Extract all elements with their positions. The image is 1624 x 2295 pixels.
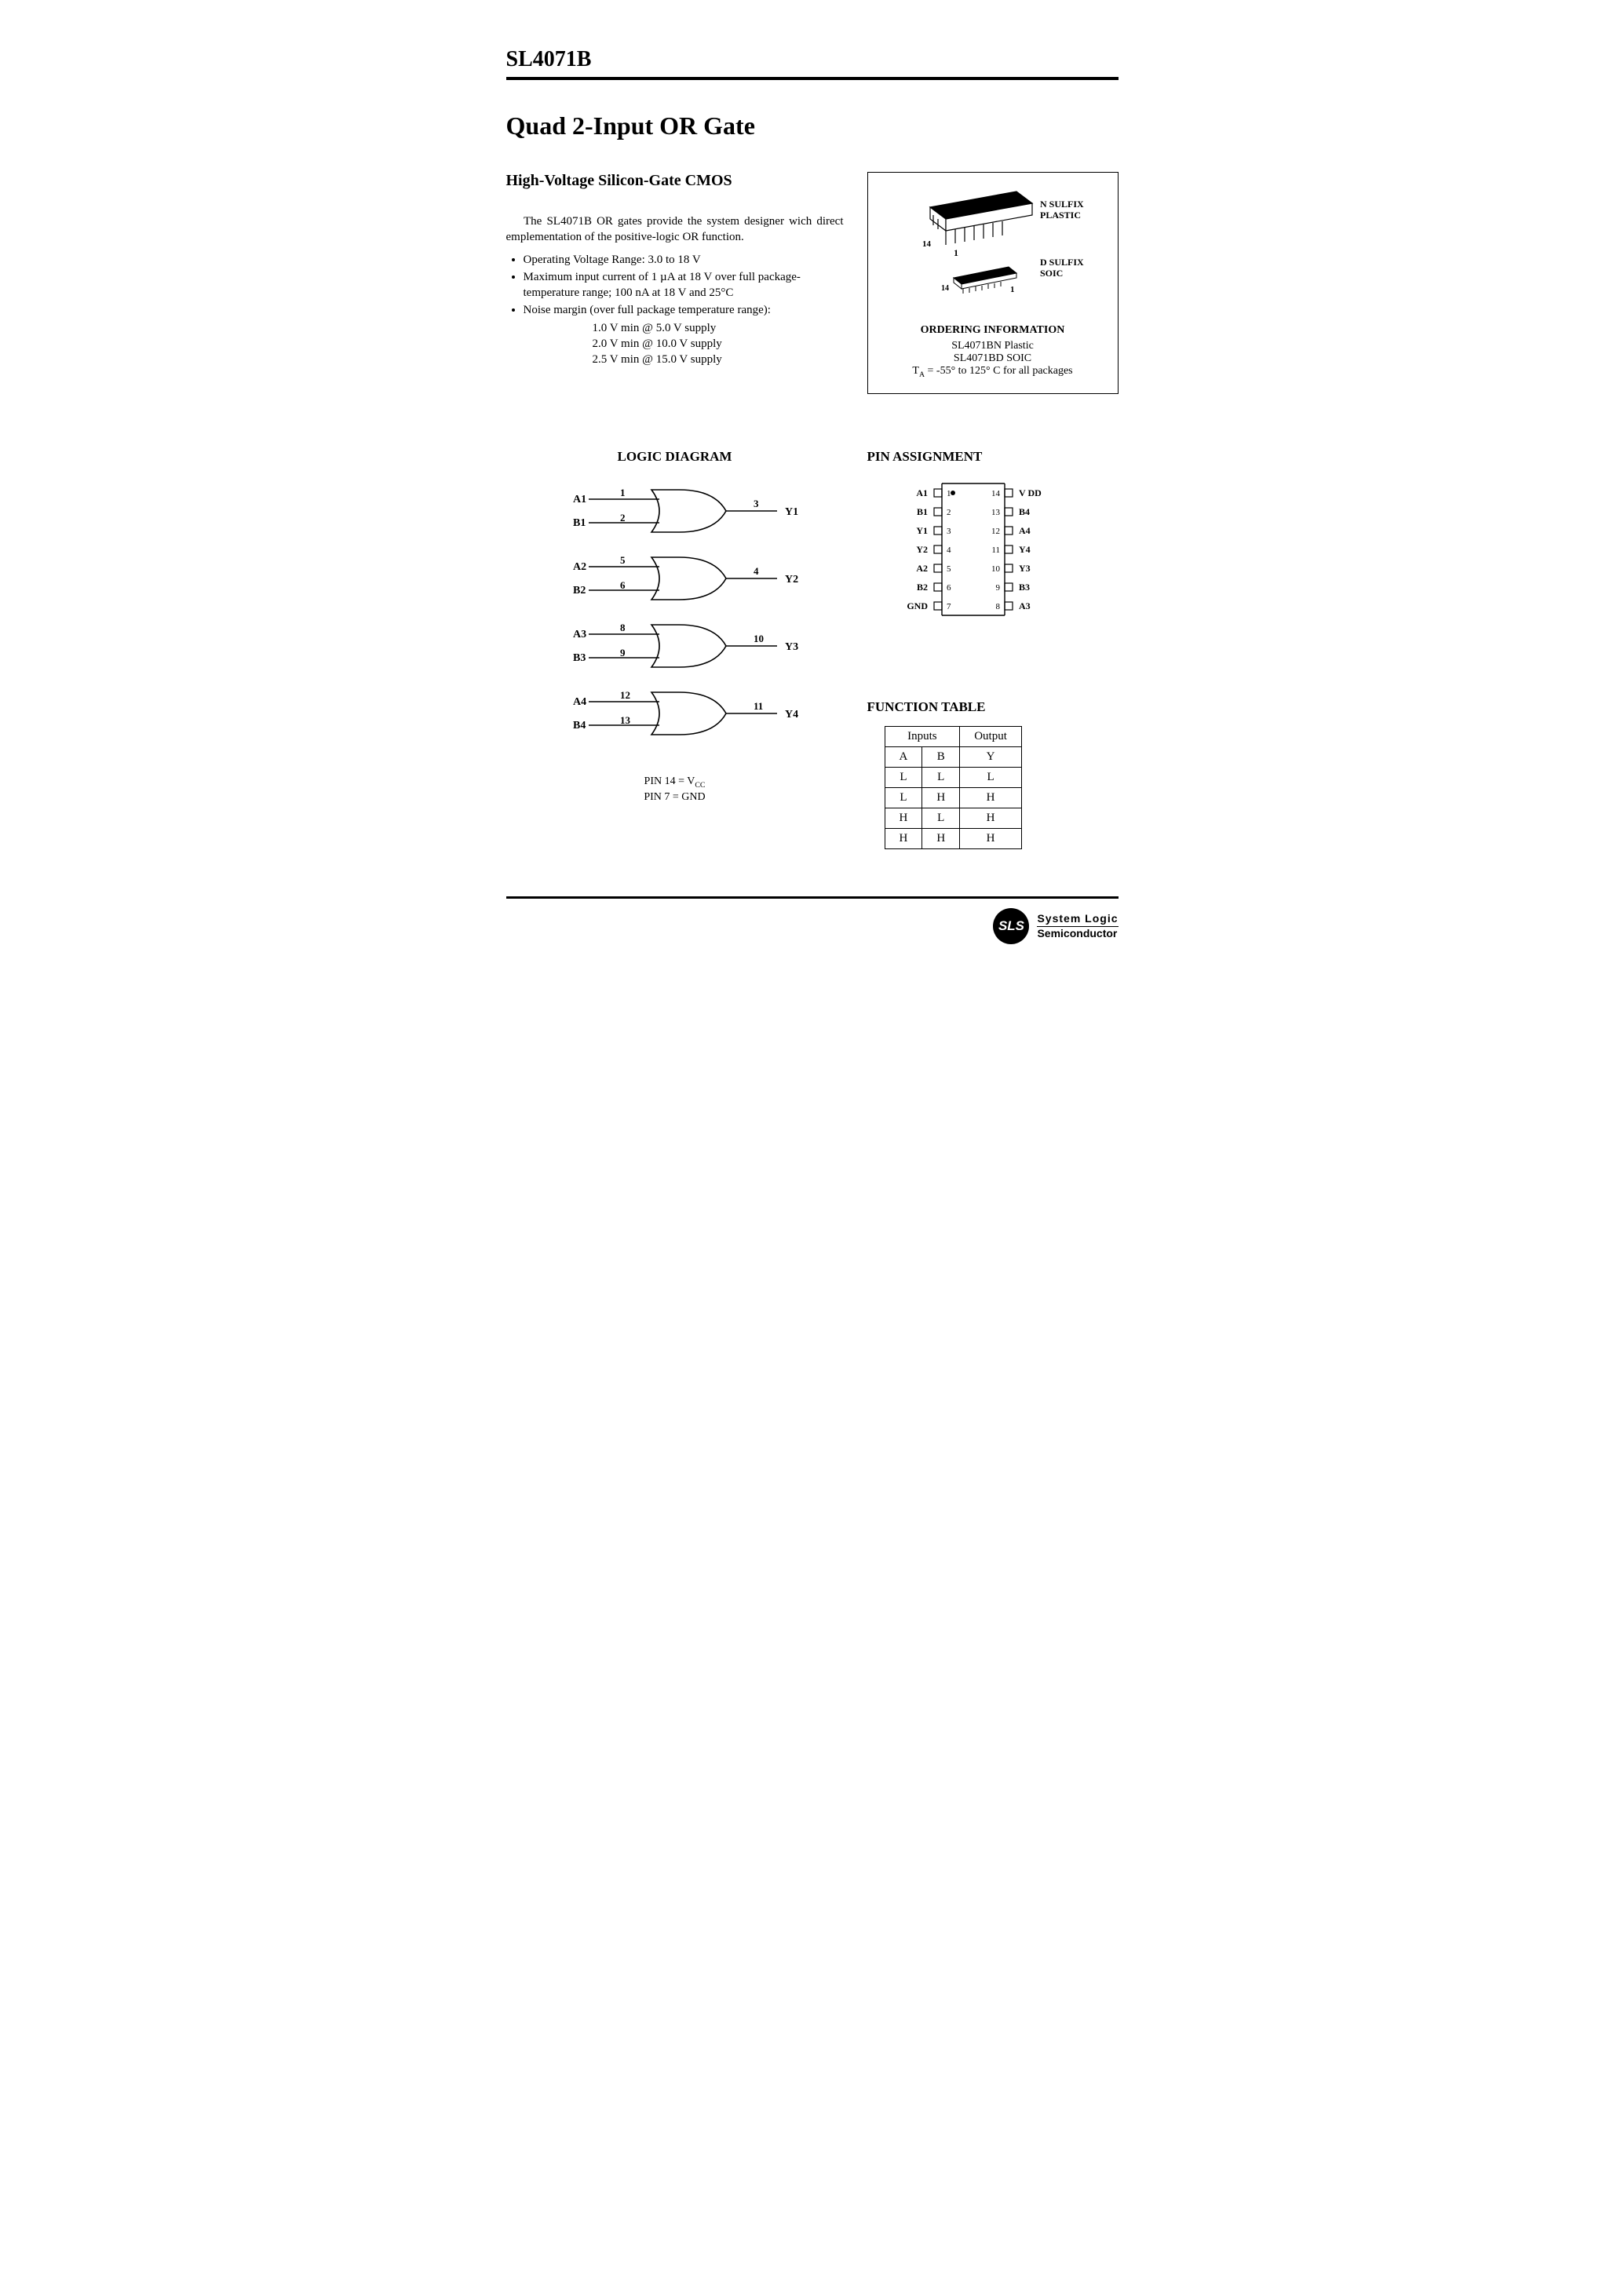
svg-text:9: 9 <box>620 647 626 659</box>
svg-text:B4: B4 <box>1019 506 1030 517</box>
svg-text:A1: A1 <box>573 494 586 505</box>
svg-text:1: 1 <box>954 247 958 258</box>
svg-text:3: 3 <box>947 527 951 536</box>
ordering-line: SL4071BD SOIC <box>878 352 1108 365</box>
svg-text:Y2: Y2 <box>785 574 798 586</box>
feature-list: Operating Voltage Range: 3.0 to 18 V Max… <box>506 252 844 319</box>
n-type-label: PLASTIC <box>1040 210 1081 221</box>
svg-text:14: 14 <box>941 284 949 293</box>
svg-text:A2: A2 <box>916 563 928 574</box>
ordering-info-box: 14 1 N SULFIX PLASTIC <box>867 172 1119 394</box>
ordering-line: SL4071BN Plastic <box>878 340 1108 352</box>
footer-brand-line2: Semiconductor <box>1037 927 1118 940</box>
svg-text:8: 8 <box>620 622 626 633</box>
svg-text:2: 2 <box>620 512 626 524</box>
feature-item: Operating Voltage Range: 3.0 to 18 V <box>524 252 844 268</box>
svg-text:Y3: Y3 <box>785 641 798 653</box>
svg-text:B4: B4 <box>573 720 586 732</box>
ordering-temp: TA = -55° to 125° C for all packages <box>878 365 1108 379</box>
part-number: SL4071B <box>506 47 1119 72</box>
svg-text:6: 6 <box>620 579 626 591</box>
intro-paragraph: The SL4071B OR gates provide the system … <box>506 213 844 246</box>
svg-text:B1: B1 <box>573 517 586 529</box>
noise-margin-line: 2.0 V min @ 10.0 V supply <box>593 336 844 352</box>
svg-text:11: 11 <box>991 545 1000 555</box>
logic-diagram-heading: LOGIC DIAGRAM <box>506 449 844 465</box>
svg-text:6: 6 <box>947 583 951 593</box>
header-rule <box>506 77 1119 80</box>
feature-item: Noise margin (over full package temperat… <box>524 302 844 318</box>
svg-text:B2: B2 <box>916 582 927 593</box>
svg-text:13: 13 <box>620 714 631 726</box>
svg-text:10: 10 <box>991 564 1001 574</box>
noise-margin-line: 2.5 V min @ 15.0 V supply <box>593 352 844 367</box>
logic-caption: PIN 14 = VCC PIN 7 = GND <box>506 775 844 805</box>
svg-text:A4: A4 <box>1019 525 1031 536</box>
footer: SLS System Logic Semiconductor <box>506 908 1119 944</box>
svg-text:8: 8 <box>995 602 1000 611</box>
svg-text:Y3: Y3 <box>1019 563 1031 574</box>
svg-text:Y1: Y1 <box>916 525 928 536</box>
svg-text:1: 1 <box>620 487 626 498</box>
footer-brand-line1: System Logic <box>1037 912 1118 927</box>
svg-text:2: 2 <box>947 508 951 517</box>
svg-text:A1: A1 <box>916 487 928 498</box>
svg-text:5: 5 <box>947 564 951 574</box>
page-title: Quad 2-Input OR Gate <box>506 111 1119 140</box>
svg-text:4: 4 <box>947 545 951 555</box>
svg-text:B3: B3 <box>573 652 586 664</box>
package-figure: 14 1 N SULFIX PLASTIC <box>878 184 1108 313</box>
feature-item: Maximum input current of 1 µA at 18 V ov… <box>524 269 844 301</box>
svg-text:A3: A3 <box>573 629 586 640</box>
function-table-heading: FUNCTION TABLE <box>867 699 1119 715</box>
svg-text:GND: GND <box>907 600 928 611</box>
svg-text:3: 3 <box>754 498 759 509</box>
svg-text:Y4: Y4 <box>1019 544 1031 555</box>
subtitle: High-Voltage Silicon-Gate CMOS <box>506 172 844 190</box>
svg-text:10: 10 <box>754 633 764 644</box>
svg-text:B1: B1 <box>916 506 927 517</box>
table-header-inputs: Inputs <box>885 726 960 746</box>
svg-text:Y1: Y1 <box>785 506 798 518</box>
svg-text:Y4: Y4 <box>785 709 798 721</box>
svg-text:13: 13 <box>991 508 1001 517</box>
svg-text:12: 12 <box>620 689 630 701</box>
svg-text:14: 14 <box>922 239 932 249</box>
svg-text:4: 4 <box>754 565 759 577</box>
table-header-output: Output <box>960 726 1022 746</box>
logic-diagram: A1B1Y1123A2B2Y2564A3B3Y38910A4B4Y4121311 <box>534 476 816 758</box>
svg-text:Y2: Y2 <box>916 544 928 555</box>
pin-assignment-heading: PIN ASSIGNMENT <box>867 449 1119 465</box>
footer-rule <box>506 896 1119 899</box>
pin-assignment-figure: 1 A1 14 V DD 2 B1 13 B4 3 Y1 12 A4 4 Y2 11 Y4 5 A2 10 Y3 6 B2… <box>867 476 1119 629</box>
svg-text:A2: A2 <box>573 561 586 573</box>
svg-text:1: 1 <box>1010 285 1015 294</box>
noise-margin-line: 1.0 V min @ 5.0 V supply <box>593 320 844 336</box>
n-suffix-label: N SULFIX <box>1040 199 1084 210</box>
svg-text:14: 14 <box>991 489 1001 498</box>
svg-text:9: 9 <box>995 583 1000 593</box>
function-table: Inputs Output A B Y LLL LHH HLH HHH <box>885 726 1022 849</box>
d-suffix-label: D SULFIX <box>1040 257 1084 268</box>
svg-text:12: 12 <box>991 527 1000 536</box>
svg-text:B3: B3 <box>1019 582 1030 593</box>
svg-text:1: 1 <box>947 489 951 498</box>
svg-text:A4: A4 <box>573 696 586 708</box>
svg-text:7: 7 <box>947 602 951 611</box>
svg-text:B2: B2 <box>573 585 586 597</box>
d-type-label: SOIC <box>1040 268 1063 279</box>
svg-text:11: 11 <box>754 700 763 712</box>
svg-text:A3: A3 <box>1019 600 1031 611</box>
ordering-heading: ORDERING INFORMATION <box>878 324 1108 337</box>
sls-logo-icon: SLS <box>993 908 1029 944</box>
svg-text:V DD: V DD <box>1019 487 1042 498</box>
svg-text:5: 5 <box>620 554 626 566</box>
noise-margin-block: 1.0 V min @ 5.0 V supply 2.0 V min @ 10.… <box>593 320 844 368</box>
